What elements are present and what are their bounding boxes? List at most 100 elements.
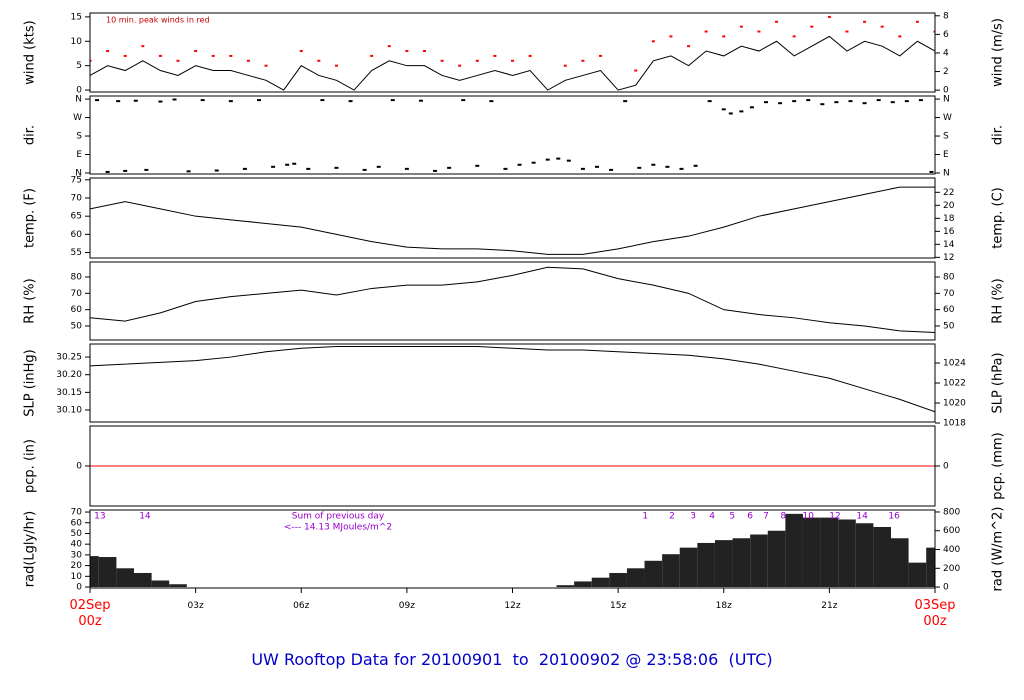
peak-point <box>528 54 532 57</box>
scatter-point <box>707 100 712 103</box>
y-tick-label: 20 <box>71 561 83 571</box>
scatter-point <box>918 99 923 102</box>
scatter-point <box>609 168 614 171</box>
plot-area <box>90 15 935 91</box>
data-line <box>90 186 935 255</box>
panel-frame <box>89 95 936 175</box>
annotation: 10 min. peak winds in red <box>106 16 210 25</box>
scatter-point <box>595 165 599 168</box>
scatter-point <box>172 98 177 101</box>
scatter-point <box>285 163 290 166</box>
scatter-point <box>271 165 276 168</box>
peak-point <box>915 20 919 23</box>
y-tick-label: 10 <box>71 572 83 582</box>
scatter-point <box>105 170 110 173</box>
y2-tick-label: 200 <box>943 564 960 574</box>
bar <box>90 556 99 588</box>
y2-tick-label: 1022 <box>943 379 966 389</box>
peak-point <box>106 50 110 53</box>
y-tick-label: 0 <box>76 86 82 96</box>
y-tick-label: 75 <box>71 175 82 185</box>
plot-area <box>90 513 935 588</box>
peak-point <box>90 59 92 62</box>
peak-point <box>370 54 374 57</box>
hour-mark: 7 <box>763 512 769 522</box>
scatter-point <box>556 157 561 160</box>
peak-point <box>493 54 497 57</box>
x-tick-label: 15z <box>610 601 627 611</box>
y-tick-label: 30.25 <box>56 353 82 363</box>
peak-point <box>246 59 250 62</box>
scatter-point <box>461 99 466 102</box>
scatter-point <box>545 158 550 161</box>
scatter-point <box>862 102 867 105</box>
peak-point <box>299 50 303 53</box>
bar <box>169 584 187 588</box>
y2-tick-label: 1018 <box>943 419 966 429</box>
scatter-point <box>390 99 395 102</box>
y-tick-label: 70 <box>71 508 83 518</box>
panel-frame <box>89 425 936 507</box>
y2-tick-label: 20 <box>943 201 955 211</box>
bar <box>908 562 927 588</box>
scatter-point <box>721 108 726 111</box>
hour-mark: 3 <box>690 512 696 522</box>
scatter-point <box>806 99 811 102</box>
x-tick-label: 18z <box>715 601 732 611</box>
bar <box>732 538 751 588</box>
bar <box>116 568 135 588</box>
hour-mark: 8 <box>780 512 786 522</box>
y2-tick-label: 0 <box>943 462 949 472</box>
scatter-point <box>348 100 353 103</box>
plot-area <box>90 266 935 333</box>
scatter-point <box>433 169 438 172</box>
plot-area <box>95 98 934 173</box>
y-tick-label: 30.20 <box>56 370 82 380</box>
bar <box>134 572 152 588</box>
peak-point <box>651 40 655 43</box>
bar <box>838 519 856 588</box>
scatter-point <box>848 100 853 103</box>
plot-area <box>90 186 935 255</box>
y2-tick-label: 80 <box>943 273 955 283</box>
y2-tick-label: E <box>943 150 949 160</box>
bar <box>591 577 610 588</box>
scatter-point <box>362 168 367 171</box>
scatter-point <box>749 106 754 109</box>
scatter-point <box>447 166 452 169</box>
scatter-point <box>123 169 128 172</box>
y-axis-title: dir. <box>23 125 38 145</box>
peak-point <box>863 20 867 23</box>
y-tick-label: 15 <box>71 12 82 22</box>
scatter-point <box>475 164 480 167</box>
x-tick-label: 03z <box>187 601 204 611</box>
hour-mark: 2 <box>669 512 675 522</box>
bar <box>855 523 874 588</box>
scatter-point <box>376 165 381 168</box>
bar <box>679 547 698 588</box>
y-tick-label: 65 <box>71 212 82 222</box>
peak-point <box>898 35 902 38</box>
x-tick-label: 12z <box>504 601 521 611</box>
chart-title: UW Rooftop Data for 20100901 to 20100902… <box>251 650 773 669</box>
scatter-point <box>929 170 934 173</box>
scatter-point <box>242 167 247 170</box>
peak-point <box>687 45 691 48</box>
y2-axis-title: SLP (hPa) <box>991 352 1006 413</box>
scatter-point <box>306 167 311 170</box>
peak-point <box>563 64 567 67</box>
y2-axis-title: rad (W/m^2) <box>991 507 1006 592</box>
bar <box>662 554 680 588</box>
peak-point <box>317 59 321 62</box>
scatter-point <box>404 167 409 170</box>
hour-mark: 5 <box>729 512 735 522</box>
scatter-point <box>623 100 628 103</box>
data-line <box>90 266 935 333</box>
y2-axis-title: pcp. (mm) <box>991 432 1006 499</box>
scatter-point <box>739 110 744 113</box>
y2-axis-title: temp. (C) <box>991 187 1006 249</box>
peak-point <box>475 59 479 62</box>
bar <box>626 568 645 588</box>
hour-mark: 14 <box>856 512 868 522</box>
peak-point <box>880 25 884 28</box>
